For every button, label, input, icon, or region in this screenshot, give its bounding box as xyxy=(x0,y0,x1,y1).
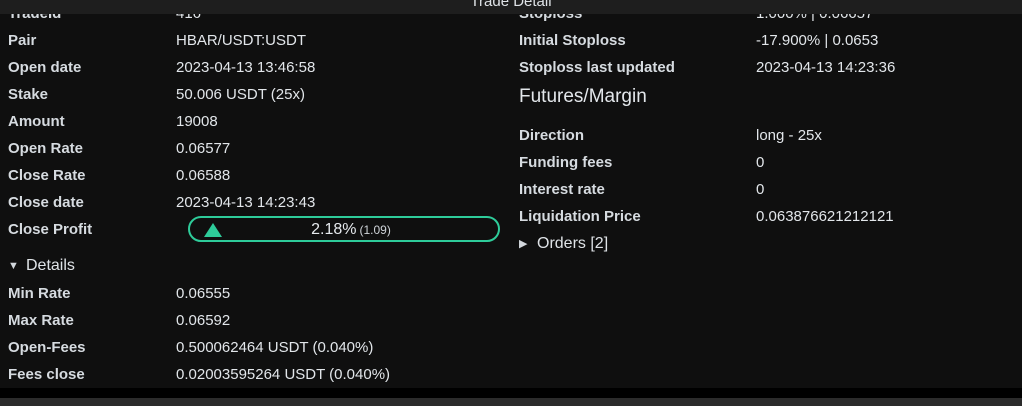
detail-row-liquidation-price: Liquidation Price 0.063876621212121 xyxy=(0,203,1022,230)
close-profit-badge: 2.18% (1.09) xyxy=(188,216,500,242)
detail-row-open-fees: Open-Fees 0.500062464 USDT (0.040%) xyxy=(0,334,511,361)
detail-row-stoploss-last-updated: Stoploss last updated 2023-04-13 14:23:3… xyxy=(0,54,1022,81)
detail-value: 0.02003595264 USDT (0.040%) xyxy=(176,366,391,383)
detail-label: Funding fees xyxy=(519,154,613,171)
close-profit-percent: 2.18% xyxy=(311,221,357,238)
detail-label: Pair xyxy=(8,32,37,49)
detail-value: 0 xyxy=(756,181,765,198)
detail-row-pair: Pair HBAR/USDT:USDT xyxy=(0,27,511,54)
detail-label: TradeId xyxy=(8,14,61,27)
detail-label: Liquidation Price xyxy=(519,208,641,225)
detail-label: Open date xyxy=(8,59,82,76)
detail-row-funding-fees: Funding fees 0 xyxy=(0,149,1022,176)
window-title: Trade Detail xyxy=(470,0,552,10)
detail-value: 0.500062464 USDT (0.040%) xyxy=(176,339,374,356)
window-footer-shadow xyxy=(0,388,1022,398)
close-profit-absolute: (1.09) xyxy=(359,223,391,237)
close-profit-text: 2.18% (1.09) xyxy=(190,218,498,244)
detail-row-tradeid: TradeId 416 xyxy=(0,14,511,27)
detail-label: Open Rate xyxy=(8,140,84,157)
detail-label: Min Rate xyxy=(8,285,71,302)
detail-label: Amount xyxy=(8,113,65,130)
detail-label: Interest rate xyxy=(519,181,605,198)
details-label: Details xyxy=(26,257,75,274)
detail-row-interest-rate: Interest rate 0 xyxy=(0,176,1022,203)
detail-value: long - 25x xyxy=(756,127,822,144)
detail-value: 0.063876621212121 xyxy=(756,208,894,225)
detail-value: 2023-04-13 14:23:36 xyxy=(756,59,896,76)
detail-label: Stoploss xyxy=(519,14,582,27)
orders-label: Orders [2] xyxy=(537,235,609,252)
detail-value: HBAR/USDT:USDT xyxy=(176,32,307,49)
detail-row-initial-stoploss: Initial Stoploss -17.900% | 0.0653 xyxy=(0,27,1022,54)
details-disclosure-toggle[interactable]: ▼ Details xyxy=(0,252,511,280)
detail-value: 0.06588 xyxy=(176,167,231,184)
detail-value: 0.06555 xyxy=(176,285,231,302)
detail-value: -17.900% | 0.0653 xyxy=(756,32,879,49)
caret-down-icon: ▼ xyxy=(8,260,19,272)
detail-label: Max Rate xyxy=(8,312,74,329)
orders-disclosure-toggle[interactable]: ▶ Orders [2] xyxy=(0,230,1022,258)
detail-row-amount: Amount 19008 xyxy=(0,108,511,135)
detail-row-max-rate: Max Rate 0.06592 xyxy=(0,307,511,334)
right-column: Stoploss 1.000% | 0.06657 Initial Stoplo… xyxy=(511,14,1022,388)
detail-value: 0.06592 xyxy=(176,312,231,329)
detail-value: 0.06577 xyxy=(176,140,231,157)
detail-label: Direction xyxy=(519,127,585,144)
detail-value: 1.000% | 0.06657 xyxy=(756,14,873,27)
detail-row-stoploss: Stoploss 1.000% | 0.06657 xyxy=(0,14,1022,27)
window-statusbar xyxy=(0,398,1022,406)
detail-row-fees-close: Fees close 0.02003595264 USDT (0.040%) xyxy=(0,361,511,388)
detail-value: 2023-04-13 13:46:58 xyxy=(176,59,316,76)
detail-row-stake: Stake 50.006 USDT (25x) xyxy=(0,81,511,108)
detail-value: 416 xyxy=(176,14,201,27)
window-titlebar: Trade Detail xyxy=(0,0,1022,14)
detail-row-min-rate: Min Rate 0.06555 xyxy=(0,280,511,307)
detail-label: Open-Fees xyxy=(8,339,86,356)
trade-detail-body: TradeId 416 Pair HBAR/USDT:USDT Open dat… xyxy=(0,14,1022,388)
detail-row-close-date: Close date 2023-04-13 14:23:43 xyxy=(0,189,511,216)
detail-value: 50.006 USDT (25x) xyxy=(176,86,305,103)
detail-row-open-rate: Open Rate 0.06577 xyxy=(0,135,511,162)
detail-row-close-rate: Close Rate 0.06588 xyxy=(0,162,511,189)
detail-value: 19008 xyxy=(176,113,218,130)
detail-label: Close date xyxy=(8,194,84,211)
detail-value: 2023-04-13 14:23:43 xyxy=(176,194,316,211)
detail-label: Close Profit xyxy=(8,221,93,238)
detail-label: Stoploss last updated xyxy=(519,59,675,76)
left-column: TradeId 416 Pair HBAR/USDT:USDT Open dat… xyxy=(0,14,511,388)
detail-row-open-date: Open date 2023-04-13 13:46:58 xyxy=(0,54,511,81)
detail-label: Close Rate xyxy=(8,167,86,184)
detail-label: Fees close xyxy=(8,366,85,383)
futures-margin-heading: Futures/Margin xyxy=(519,86,647,107)
detail-value: 0 xyxy=(756,154,765,171)
caret-right-icon: ▶ xyxy=(519,238,528,250)
detail-row-direction: Direction long - 25x xyxy=(0,122,1022,149)
detail-label: Initial Stoploss xyxy=(519,32,626,49)
detail-label: Stake xyxy=(8,86,49,103)
detail-row-close-profit: Close Profit 2.18% (1.09) xyxy=(0,216,511,248)
triangle-up-icon xyxy=(204,223,222,237)
